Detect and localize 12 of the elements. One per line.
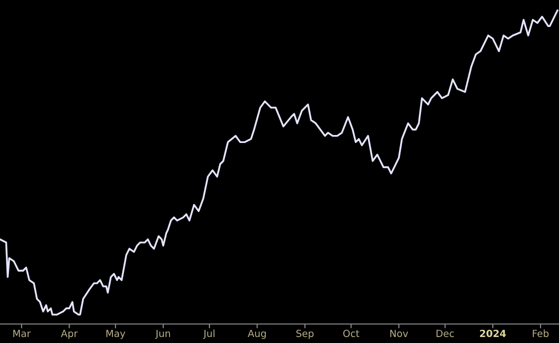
x-tick-label: Oct — [343, 330, 360, 338]
x-tick-label: Sep — [296, 330, 314, 339]
x-tick-label: Jul — [203, 330, 214, 339]
x-tick-label: Aug — [248, 330, 266, 339]
x-tick-label: Nov — [390, 330, 408, 338]
x-tick-label: 2024 — [480, 330, 506, 338]
x-tick-label: Apr — [60, 330, 78, 339]
x-tick-label: Dec — [436, 330, 454, 338]
x-tick-label: Feb — [532, 330, 549, 338]
x-tick-label: May — [106, 330, 126, 339]
x-tick-label: Jun — [155, 330, 170, 339]
x-tick-label: Mar — [13, 330, 31, 338]
